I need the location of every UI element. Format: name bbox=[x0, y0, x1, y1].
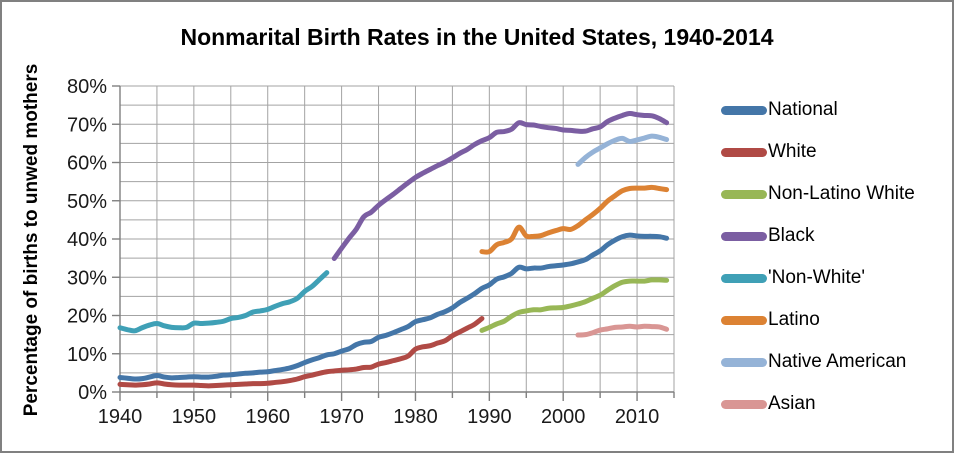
legend-swatch-native-american-icon bbox=[721, 357, 767, 367]
legend-item-non-white: 'Non-White' bbox=[721, 257, 915, 299]
series-line-black bbox=[331, 111, 670, 262]
x-axis-tick-labels: 1940 1950 1960 1970 1980 1990 2000 2010 bbox=[98, 406, 660, 428]
legend-label: Asian bbox=[768, 393, 816, 414]
x-tick-label: 2010 bbox=[615, 406, 660, 428]
legend-item-white: White bbox=[721, 131, 915, 173]
legend-item-native-american: Native American bbox=[721, 341, 915, 383]
y-tick-label: 40% bbox=[67, 229, 107, 251]
x-tick-label: 1980 bbox=[393, 406, 438, 428]
legend-label: Native American bbox=[768, 351, 907, 372]
legend-swatch-black-icon bbox=[721, 231, 767, 241]
legend-item-latino: Latino bbox=[721, 299, 915, 341]
axes bbox=[112, 85, 675, 401]
y-tick-label: 10% bbox=[67, 344, 107, 366]
y-tick-label: 0% bbox=[78, 382, 107, 404]
legend-label: Non-Latino White bbox=[768, 183, 915, 204]
y-tick-label: 20% bbox=[67, 306, 107, 328]
legend-swatch-national-icon bbox=[721, 105, 767, 115]
series-line-non-latino-white bbox=[479, 277, 670, 333]
series-line-latino bbox=[479, 184, 670, 255]
x-tick-label: 1950 bbox=[172, 406, 217, 428]
x-tick-label: 1940 bbox=[98, 406, 143, 428]
legend: National White Non-Latino White Black 'Non-W… bbox=[721, 89, 915, 425]
series-line-white bbox=[117, 316, 485, 389]
x-tick-label: 1970 bbox=[319, 406, 364, 428]
y-tick-label: 50% bbox=[67, 191, 107, 213]
x-tick-label: 1990 bbox=[467, 406, 512, 428]
legend-item-asian: Asian bbox=[721, 383, 915, 425]
legend-swatch-latino-icon bbox=[721, 315, 767, 325]
y-tick-label: 30% bbox=[67, 267, 107, 289]
legend-label: National bbox=[768, 99, 838, 120]
series-line-asian bbox=[575, 323, 670, 338]
legend-swatch-asian-icon bbox=[721, 399, 767, 409]
series-line-non-white bbox=[117, 270, 330, 334]
chart-title: Nonmarital Birth Rates in the United Sta… bbox=[180, 24, 774, 50]
legend-item-national: National bbox=[721, 89, 915, 131]
legend-label: Latino bbox=[768, 309, 820, 330]
series-line-national bbox=[117, 232, 670, 382]
legend-label: 'Non-White' bbox=[768, 267, 866, 288]
legend-swatch-white-icon bbox=[721, 147, 767, 157]
y-axis-tick-labels: 0% 10% 20% 30% 40% 50% 60% 70% 80% bbox=[67, 76, 107, 404]
legend-label: White bbox=[768, 141, 817, 162]
x-tick-label: 1960 bbox=[245, 406, 290, 428]
y-tick-label: 70% bbox=[67, 114, 107, 136]
legend-swatch-non-white-icon bbox=[721, 273, 767, 283]
legend-item-black: Black bbox=[721, 215, 915, 257]
y-tick-label: 60% bbox=[67, 153, 107, 175]
series-line-native-american bbox=[575, 133, 670, 167]
legend-swatch-non-latino-white-icon bbox=[721, 189, 767, 199]
legend-label: Black bbox=[768, 225, 815, 246]
y-tick-label: 80% bbox=[67, 76, 107, 98]
legend-item-non-latino-white: Non-Latino White bbox=[721, 173, 915, 215]
x-tick-label: 2000 bbox=[541, 406, 586, 428]
